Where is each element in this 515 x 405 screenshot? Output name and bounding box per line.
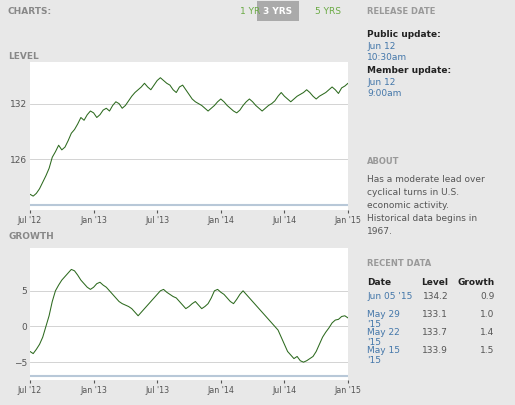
Text: 134.2: 134.2 bbox=[422, 292, 448, 301]
Text: May 29: May 29 bbox=[367, 310, 400, 319]
Text: Has a moderate lead over: Has a moderate lead over bbox=[367, 175, 485, 184]
Text: '15: '15 bbox=[367, 338, 381, 347]
Text: 0.9: 0.9 bbox=[480, 292, 494, 301]
Text: Growth: Growth bbox=[457, 278, 494, 287]
Text: CHARTS:: CHARTS: bbox=[8, 6, 52, 15]
Text: '15: '15 bbox=[367, 320, 381, 329]
Text: 1.5: 1.5 bbox=[480, 346, 494, 355]
Text: 5 YRS: 5 YRS bbox=[315, 6, 341, 15]
Text: cyclical turns in U.S.: cyclical turns in U.S. bbox=[367, 188, 459, 197]
Text: 9:00am: 9:00am bbox=[367, 89, 402, 98]
Text: 133.1: 133.1 bbox=[422, 310, 448, 319]
Text: LEVEL: LEVEL bbox=[8, 52, 39, 61]
Text: RECENT DATA: RECENT DATA bbox=[367, 258, 432, 267]
Text: Historical data begins in: Historical data begins in bbox=[367, 214, 477, 223]
Text: Jun 12: Jun 12 bbox=[367, 78, 396, 87]
Text: Member update:: Member update: bbox=[367, 66, 451, 75]
Text: ABOUT: ABOUT bbox=[367, 158, 400, 166]
Text: 3 YRS: 3 YRS bbox=[264, 6, 293, 15]
Text: 1.0: 1.0 bbox=[480, 310, 494, 319]
Text: May 15: May 15 bbox=[367, 346, 400, 355]
Bar bbox=[257, 1, 299, 21]
Text: 1967.: 1967. bbox=[367, 227, 393, 236]
Text: May 22: May 22 bbox=[367, 328, 400, 337]
Text: Jun 12: Jun 12 bbox=[367, 42, 396, 51]
Text: 1.4: 1.4 bbox=[480, 328, 494, 337]
Text: RELEASE DATE: RELEASE DATE bbox=[367, 6, 436, 15]
Text: 133.7: 133.7 bbox=[422, 328, 448, 337]
Text: Public update:: Public update: bbox=[367, 30, 441, 39]
Text: Jun 05 '15: Jun 05 '15 bbox=[367, 292, 413, 301]
Text: Date: Date bbox=[367, 278, 391, 287]
Text: 133.9: 133.9 bbox=[422, 346, 448, 355]
Text: Level: Level bbox=[421, 278, 448, 287]
Text: '15: '15 bbox=[367, 356, 381, 365]
Text: 1 YR: 1 YR bbox=[240, 6, 260, 15]
Text: GROWTH: GROWTH bbox=[8, 232, 54, 241]
Text: economic activity.: economic activity. bbox=[367, 201, 449, 210]
Text: 10:30am: 10:30am bbox=[367, 53, 407, 62]
